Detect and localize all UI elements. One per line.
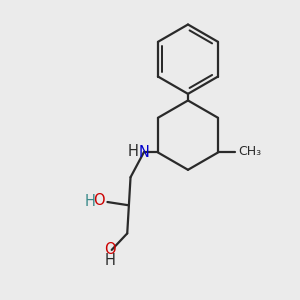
Text: H: H — [127, 144, 138, 159]
Text: O: O — [105, 242, 116, 257]
Text: O: O — [93, 193, 105, 208]
Text: H: H — [105, 253, 116, 268]
Text: N: N — [138, 145, 149, 160]
Text: CH₃: CH₃ — [238, 145, 261, 158]
Text: H: H — [85, 194, 96, 208]
